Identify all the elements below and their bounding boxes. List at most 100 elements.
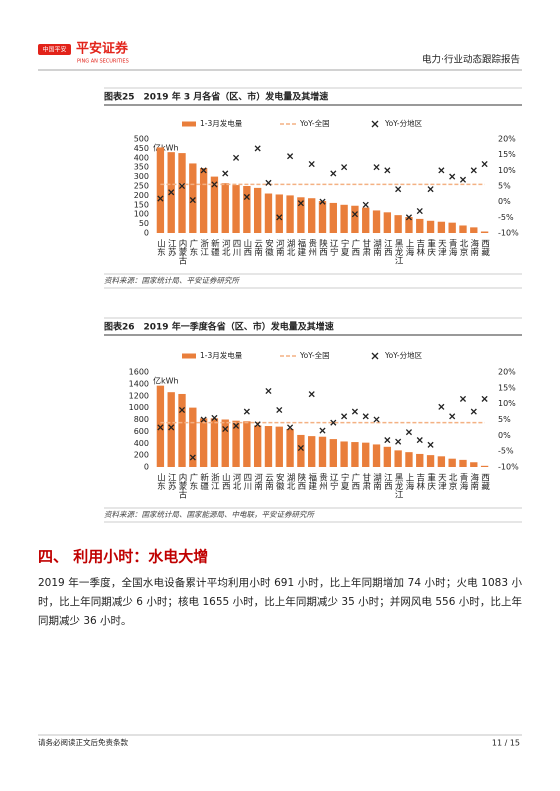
y2-tick-label: 5%	[498, 182, 511, 191]
x-tick-label: 黑龙江	[393, 239, 403, 265]
y-tick-label: 0	[144, 229, 149, 238]
yoy-marker	[416, 437, 423, 444]
yoy-marker	[243, 193, 250, 201]
bar	[480, 465, 489, 467]
paragraph: 2019 年一季度，全国水电设备累计平均利用小时 691 小时，比上年同期增加 …	[38, 577, 522, 627]
x-tick-label: 重庆	[426, 472, 436, 491]
bar	[405, 217, 413, 233]
bar	[426, 220, 435, 233]
legend-swatch	[182, 121, 196, 127]
bar	[264, 426, 273, 467]
yoy-marker	[416, 208, 423, 215]
yoy-marker	[232, 154, 240, 161]
y2-tick-label: 20%	[498, 135, 516, 144]
yoy-marker	[232, 422, 240, 429]
y2-tick-label: 20%	[498, 368, 516, 377]
yoy-marker	[222, 425, 229, 433]
bar	[329, 202, 337, 233]
legend-swatch	[371, 352, 379, 360]
yoy-marker	[308, 391, 315, 398]
x-tick-label: 四川	[231, 239, 241, 256]
x-tick-label: 内蒙古	[177, 238, 187, 265]
legend-label: YoY-分地区	[384, 118, 423, 128]
y-tick-label: 100	[134, 210, 149, 219]
y2-tick-label: 0%	[498, 197, 511, 206]
yoy-marker	[438, 167, 445, 174]
y-tick-label: 400	[134, 439, 149, 448]
yoy-marker	[395, 438, 402, 445]
yoy-marker	[157, 424, 164, 431]
disclaimer: 请务必阅读正文后免责条款	[38, 737, 128, 747]
yoy-marker	[384, 437, 391, 444]
yoy-marker	[297, 200, 304, 207]
bar	[210, 418, 219, 467]
yoy-marker	[211, 414, 218, 421]
x-tick-label: 贵州	[307, 238, 317, 256]
logo: 中国平安	[42, 46, 66, 54]
bar	[351, 205, 359, 233]
yoy-marker	[308, 161, 315, 168]
yoy-marker	[470, 167, 477, 174]
bar	[394, 450, 402, 467]
yoy-marker	[459, 176, 467, 183]
y-tick-label: 1200	[129, 391, 149, 400]
bar	[480, 231, 489, 233]
x-tick-label: 福建	[307, 472, 317, 491]
bar	[470, 227, 478, 233]
x-tick-label: 陕西	[318, 238, 328, 256]
section-title: 四、 利用小时：水电大增	[38, 548, 208, 566]
bar	[167, 392, 175, 467]
bar	[232, 185, 240, 233]
yoy-marker	[200, 167, 207, 174]
bar	[253, 425, 262, 467]
bar	[470, 462, 478, 467]
y-tick-label: 250	[134, 182, 149, 191]
bar	[426, 455, 435, 467]
x-tick-label: 山东	[155, 238, 165, 256]
x-tick-label: 内蒙古	[177, 472, 187, 499]
y-unit: 亿kWh	[153, 376, 179, 386]
brand-en: PING AN SECURITIES	[77, 59, 129, 65]
y2-tick-label: -10%	[498, 463, 519, 472]
yoy-marker	[341, 413, 348, 420]
bar	[286, 429, 294, 467]
x-tick-label: 山东	[155, 472, 165, 490]
bar	[351, 442, 359, 467]
bar	[308, 436, 316, 467]
yoy-marker	[157, 195, 164, 202]
y2-tick-label: 15%	[498, 150, 516, 159]
bar	[232, 420, 240, 467]
bar	[286, 195, 294, 233]
bar	[372, 210, 381, 233]
yoy-marker	[351, 211, 358, 218]
yoy-marker	[178, 406, 186, 414]
bar	[189, 163, 197, 233]
yoy-marker	[351, 408, 358, 415]
figure-title: 图表26 2019 年一季度各省（区、市）发电量及其增速	[104, 321, 334, 333]
y2-tick-label: -5%	[498, 213, 514, 222]
legend-swatch	[371, 120, 379, 128]
bar	[156, 147, 165, 233]
bar	[199, 168, 208, 233]
y-tick-label: 50	[139, 219, 149, 228]
y2-tick-label: -10%	[498, 229, 519, 238]
x-tick-label: 湖北	[285, 239, 295, 257]
legend-label: 1-3月发电量	[200, 118, 243, 128]
yoy-marker	[384, 167, 391, 174]
x-tick-label: 北京	[447, 473, 457, 491]
x-tick-label: 广东	[188, 238, 198, 256]
x-tick-label: 上海	[404, 239, 414, 257]
x-tick-label: 天津	[436, 239, 446, 257]
y-tick-label: 500	[134, 135, 149, 144]
y-tick-label: 0	[144, 463, 149, 472]
yoy-marker	[211, 181, 218, 188]
x-tick-label: 浙江	[209, 472, 219, 491]
y-tick-label: 800	[134, 415, 149, 424]
x-tick-label: 江苏	[166, 239, 176, 257]
x-tick-label: 河南	[274, 238, 284, 256]
bar	[362, 207, 370, 233]
y-tick-label: 150	[134, 200, 149, 209]
legend-label: 1-3月发电量	[200, 350, 243, 360]
x-tick-label: 山西	[242, 238, 252, 256]
